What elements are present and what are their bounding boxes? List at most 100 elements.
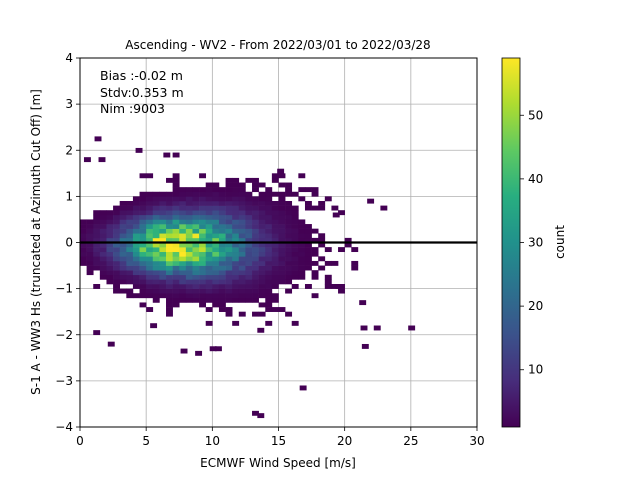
heatmap-cell (139, 302, 147, 308)
heatmap-cell (106, 274, 114, 280)
heatmap-cell (324, 247, 332, 253)
heatmap-cell (126, 242, 134, 248)
heatmap-cell (172, 173, 180, 179)
heatmap-cell (361, 343, 369, 349)
heatmap-cell (205, 228, 213, 234)
heatmap-cell (185, 251, 193, 257)
heatmap-cell (344, 237, 352, 243)
heatmap-cell (311, 251, 319, 257)
heatmap-cell (252, 256, 259, 262)
heatmap-cell (238, 191, 246, 197)
heatmap-cell (367, 198, 375, 204)
heatmap-cell (258, 200, 266, 206)
colorbar-tick-label: 10 (528, 363, 543, 377)
heatmap-cell (232, 251, 240, 257)
heatmap-cell (166, 219, 173, 225)
heatmap-cell (311, 293, 319, 299)
heatmap-cell (179, 256, 187, 262)
heatmap-cell (205, 233, 213, 239)
heatmap-cell (245, 251, 253, 257)
heatmap-cell (159, 288, 167, 294)
heatmap-cell (113, 260, 120, 266)
heatmap-cell (86, 242, 94, 248)
heatmap-cell (166, 237, 173, 243)
heatmap-cell (205, 293, 213, 299)
heatmap-cell (205, 205, 213, 211)
heatmap-cell (192, 187, 200, 193)
heatmap-cell (166, 265, 173, 271)
heatmap-cell (139, 288, 147, 294)
heatmap-cell (232, 237, 240, 243)
y-tick-label: 3 (65, 97, 73, 111)
heatmap-cell (126, 293, 134, 299)
heatmap-cell (291, 256, 299, 262)
heatmap-cell (232, 242, 240, 248)
heatmap-cell (265, 237, 273, 243)
heatmap-cell (245, 228, 253, 234)
heatmap-cell (139, 251, 147, 257)
heatmap-cell (106, 228, 114, 234)
heatmap-cell (324, 274, 332, 280)
heatmap-cell (172, 182, 180, 188)
heatmap-cell (192, 260, 200, 266)
heatmap-cell (265, 270, 273, 276)
heatmap-cell (291, 214, 299, 220)
heatmap-cell (126, 270, 134, 276)
heatmap-cell (152, 297, 160, 303)
heatmap-cell (99, 247, 107, 253)
heatmap-cell (225, 228, 233, 234)
heatmap-cell (99, 219, 107, 225)
heatmap-cell (80, 233, 87, 239)
heatmap-cell (113, 265, 120, 271)
heatmap-cell (304, 256, 312, 262)
heatmap-cell (285, 265, 293, 271)
heatmap-cell (185, 256, 193, 262)
heatmap-cell (185, 279, 193, 285)
heatmap-cell (318, 200, 326, 206)
heatmap-cell (271, 260, 279, 266)
heatmap-cell (304, 251, 312, 257)
heatmap-cell (351, 247, 359, 253)
heatmap-cell (113, 270, 120, 276)
heatmap-cell (179, 247, 187, 253)
heatmap-cell (257, 413, 265, 419)
heatmap-cell (265, 297, 273, 303)
heatmap-cell (172, 242, 180, 248)
heatmap-cell (126, 288, 134, 294)
heatmap-cell (271, 200, 279, 206)
heatmap-cell (212, 214, 220, 220)
heatmap-cell (218, 233, 226, 239)
heatmap-cell (205, 237, 213, 243)
heatmap-cell (132, 293, 140, 299)
heatmap-cell (218, 270, 226, 276)
heatmap-cell (132, 242, 140, 248)
heatmap-cell (86, 233, 94, 239)
heatmap-cell (119, 200, 127, 206)
heatmap-cell (179, 210, 187, 216)
heatmap-cell (146, 214, 154, 220)
heatmap-cell (232, 247, 240, 253)
heatmap-cell (212, 256, 220, 262)
heatmap-cell (146, 219, 154, 225)
heatmap-cell (159, 237, 167, 243)
heatmap-cell (152, 260, 160, 266)
heatmap-cell (252, 247, 259, 253)
heatmap-cell (192, 293, 200, 299)
heatmap-cell (278, 224, 286, 229)
heatmap-cell (205, 260, 213, 266)
heatmap-cell (338, 288, 345, 294)
heatmap-cell (146, 233, 154, 239)
heatmap-cell (199, 210, 207, 216)
heatmap-cell (338, 247, 345, 253)
heatmap-cell (146, 293, 154, 299)
heatmap-cell (324, 279, 332, 285)
heatmap-cell (225, 251, 233, 257)
heatmap-cell (252, 196, 259, 202)
heatmap-cell (277, 168, 285, 174)
heatmap-cell (238, 297, 246, 303)
heatmap-cell (304, 205, 312, 211)
heatmap-cell (265, 320, 273, 326)
heatmap-cell (192, 228, 200, 234)
heatmap-cell (185, 233, 193, 239)
